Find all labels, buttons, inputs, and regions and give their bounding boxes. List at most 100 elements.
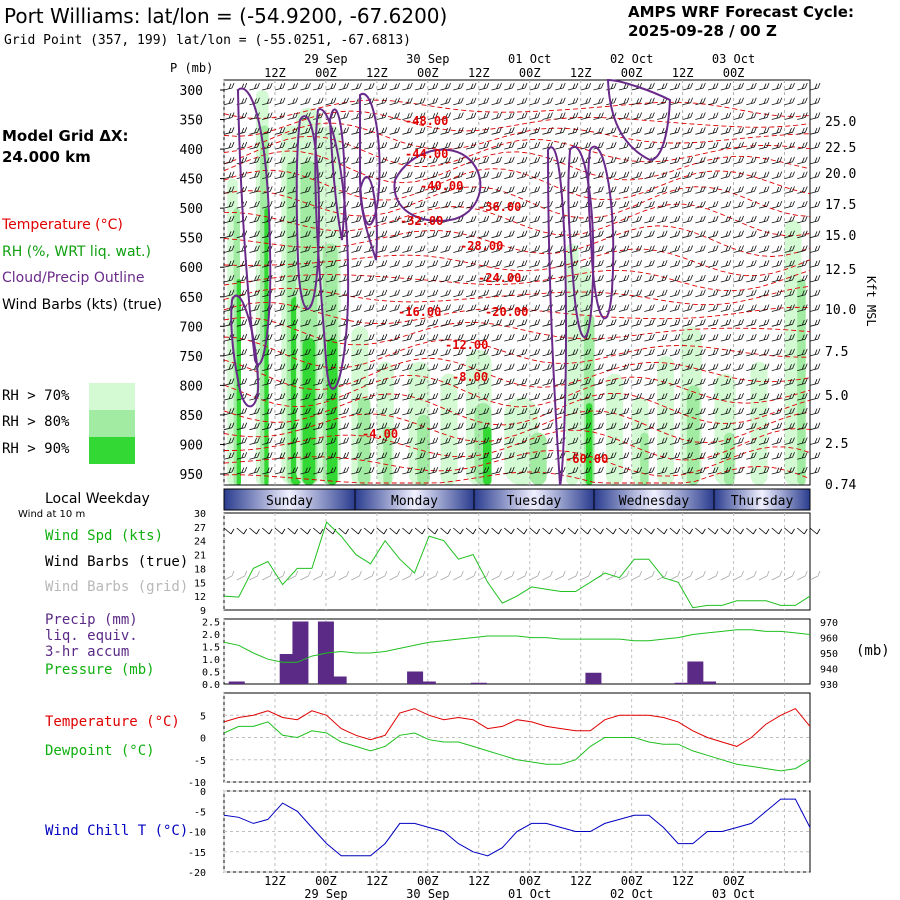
temperature-contour xyxy=(223,375,811,408)
wind-barb xyxy=(771,186,783,194)
wind-barb xyxy=(478,319,490,327)
wind-barb xyxy=(618,97,630,106)
wind-barb xyxy=(338,452,350,460)
wind-barb xyxy=(465,186,477,194)
wind-barb-grid xyxy=(287,570,299,581)
precip-bar xyxy=(700,681,717,684)
wind-barb-true xyxy=(402,527,413,535)
wind-barb xyxy=(542,260,553,268)
wind-barb xyxy=(274,348,286,357)
wind-barb xyxy=(644,127,655,135)
wind-barb xyxy=(465,333,477,342)
wind-barb xyxy=(644,304,655,312)
wind-barb xyxy=(733,348,744,357)
wind-barb xyxy=(236,407,248,416)
wind-barb xyxy=(555,348,566,357)
wind-barb xyxy=(351,466,362,475)
pressure-tick-label: 750 xyxy=(180,350,203,365)
wind-barb xyxy=(771,378,783,386)
wind-barb xyxy=(682,407,693,416)
wind-barb xyxy=(733,393,744,401)
wind-barb xyxy=(274,274,286,283)
wind-barb xyxy=(274,112,286,120)
wind-barb xyxy=(478,141,490,150)
wind-barb xyxy=(223,245,235,253)
time-tick-label-top: 00Z xyxy=(519,66,541,80)
wind-barb-true xyxy=(427,527,439,535)
wind-barb xyxy=(733,274,744,283)
precip-bar xyxy=(407,671,424,684)
temperature-contour xyxy=(223,122,811,154)
wind-barb xyxy=(644,260,655,268)
wind-barb xyxy=(465,363,477,372)
wind-barb xyxy=(427,466,439,475)
wind-barb xyxy=(809,452,821,460)
wind-barb xyxy=(733,127,744,135)
temperature-contour xyxy=(223,357,811,390)
wind-barb-true xyxy=(453,527,464,535)
wind-barb xyxy=(644,393,655,401)
wind-barb xyxy=(274,186,286,194)
wind-barb xyxy=(529,245,541,253)
wind-barb xyxy=(695,378,706,386)
wind-speed-tick-label: 9 xyxy=(200,606,206,617)
wind-barb xyxy=(784,289,795,298)
wind-barb xyxy=(618,319,630,327)
wind-barb xyxy=(682,186,693,194)
wind-barb xyxy=(313,348,324,357)
wind-barb xyxy=(657,201,668,209)
wind-barb xyxy=(797,393,808,401)
wind-barb xyxy=(402,363,413,372)
wind-barb xyxy=(707,171,719,180)
pressure-line xyxy=(223,629,811,663)
wind-barb xyxy=(809,245,821,253)
wind-barb xyxy=(389,141,400,150)
wind-barb xyxy=(287,97,299,106)
time-tick-label-bottom: 00Z xyxy=(621,874,643,888)
wind-barb xyxy=(631,186,643,194)
wind-barb xyxy=(465,112,477,120)
wind-barb xyxy=(453,378,464,386)
wind-barb xyxy=(809,363,821,372)
wind-barb xyxy=(644,245,655,253)
wind-barb xyxy=(746,201,757,209)
wind-barb xyxy=(669,407,681,416)
wind-barb xyxy=(402,245,413,253)
wind-barb-grid xyxy=(402,570,413,581)
wind-barb xyxy=(707,363,719,372)
wind-barb xyxy=(351,452,362,460)
wind-barb xyxy=(784,452,795,460)
rh-shade-area xyxy=(750,361,768,485)
wind-barb xyxy=(402,260,413,268)
wind-barb-true xyxy=(554,527,566,535)
pressure-tick-label: 960 xyxy=(820,634,838,645)
wind-barb xyxy=(274,289,286,298)
wind-barb xyxy=(465,319,477,327)
cloud-outline xyxy=(546,146,568,486)
wind-barb xyxy=(797,274,808,283)
rh-shade-area xyxy=(440,373,458,485)
wind-barb-true xyxy=(478,527,490,535)
wind-barb xyxy=(465,260,477,268)
wind-barb xyxy=(631,260,643,268)
wind-barb xyxy=(618,171,630,180)
wind-barb xyxy=(300,260,311,268)
wind-barb xyxy=(593,97,604,106)
wind-barb-true xyxy=(465,527,477,535)
wind-barb xyxy=(491,319,502,327)
wind-barb xyxy=(516,215,528,224)
wind-barb xyxy=(274,260,286,268)
wind-barb xyxy=(453,141,464,150)
wind-barb xyxy=(478,245,490,253)
wind-barb xyxy=(313,363,324,372)
wind-barb xyxy=(338,393,350,401)
wind-barb xyxy=(504,245,515,253)
wind-barb xyxy=(631,97,643,106)
wind-barb xyxy=(618,186,630,194)
wind-barb xyxy=(376,230,388,239)
wind-barb xyxy=(644,97,655,106)
wind-barb xyxy=(351,363,362,372)
wind-barb xyxy=(618,466,630,475)
wind-barb xyxy=(771,127,783,135)
wind-barb xyxy=(440,274,451,283)
